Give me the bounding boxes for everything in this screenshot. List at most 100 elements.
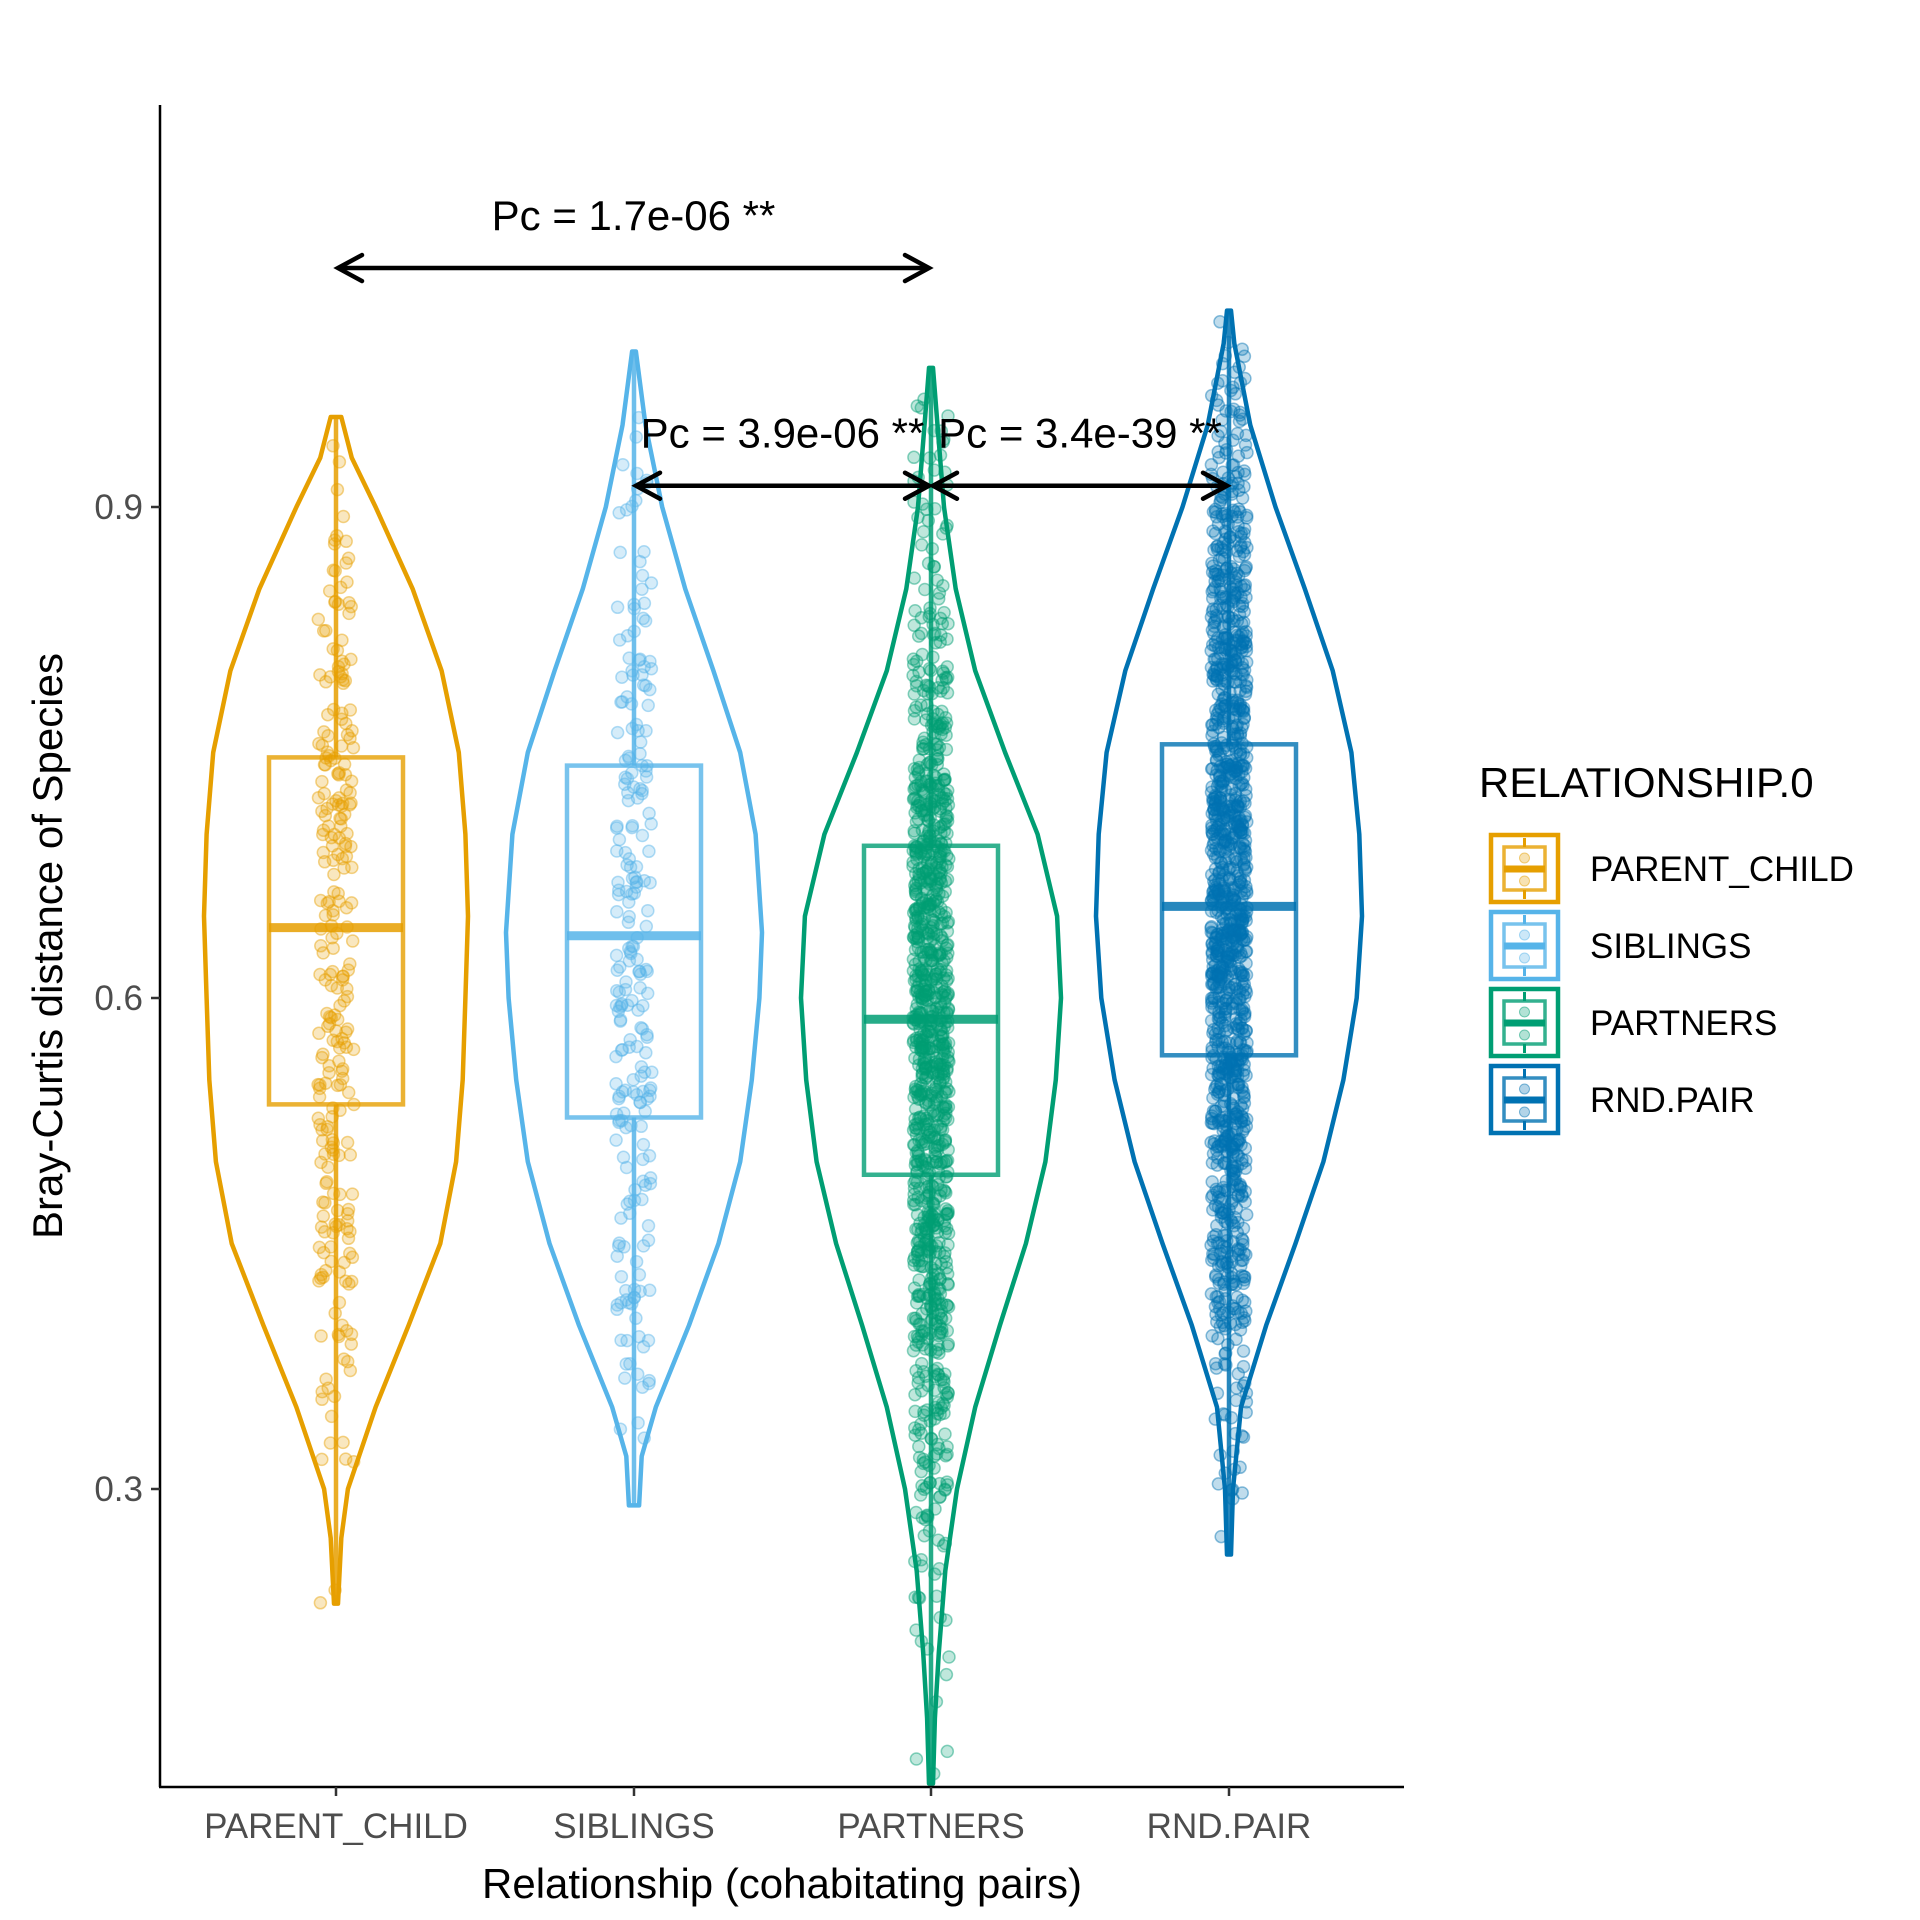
data-point [612, 1089, 626, 1104]
x-tick-label: SIBLINGS [553, 1807, 714, 1846]
data-point [611, 1239, 626, 1253]
data-point [930, 1085, 945, 1099]
data-point [911, 778, 925, 792]
data-point [1210, 744, 1225, 758]
data-point [911, 909, 925, 923]
data-point [612, 506, 626, 520]
data-point [909, 815, 924, 829]
data-point [339, 1040, 354, 1054]
data-point [1206, 559, 1220, 573]
data-point [915, 1253, 929, 1268]
data-point [912, 899, 927, 914]
data-point [939, 1387, 954, 1402]
data-point [636, 1174, 650, 1189]
data-point [1205, 728, 1219, 743]
data-point [933, 1489, 947, 1504]
data-point [345, 724, 359, 738]
data-point [936, 1539, 951, 1553]
data-point [621, 786, 635, 800]
data-point [612, 1091, 626, 1106]
data-point [908, 791, 923, 806]
data-point [316, 827, 330, 842]
data-point [911, 812, 926, 826]
data-point [940, 1440, 954, 1454]
significance-bracket: Pc = 3.4e-39 ** [928, 410, 1232, 501]
data-point [317, 786, 332, 801]
data-point [941, 946, 955, 961]
data-point [907, 687, 922, 701]
data-point [1236, 1344, 1251, 1358]
data-point [926, 1033, 940, 1048]
data-point [934, 866, 948, 880]
data-point [344, 774, 359, 788]
data-point [312, 736, 326, 751]
data-point [642, 1283, 657, 1298]
data-point [335, 1064, 349, 1078]
data-point [311, 1077, 325, 1092]
data-point [330, 1078, 345, 1093]
data-point [935, 1051, 950, 1065]
data-point [335, 851, 350, 866]
data-point [641, 698, 655, 713]
significance-annotations: Pc = 1.7e-06 ** Pc = 3.9e-06 ** Pc = 3.4e-… [333, 192, 1232, 501]
data-point [910, 984, 925, 998]
data-point [912, 1058, 926, 1072]
data-point [907, 704, 922, 718]
data-point [915, 923, 930, 937]
data-point [911, 1331, 926, 1346]
data-point [909, 700, 923, 714]
data-point [327, 885, 341, 899]
data-point [340, 728, 355, 742]
data-point [315, 804, 329, 819]
data-point [634, 1060, 649, 1074]
data-point [636, 678, 651, 692]
data-point [318, 1076, 333, 1090]
data-point [915, 647, 930, 662]
data-point [1216, 912, 1231, 926]
data-point [317, 757, 332, 772]
data-point [1229, 1393, 1243, 1408]
data-point [641, 1233, 656, 1248]
data-point [326, 908, 340, 922]
data-point [911, 911, 925, 925]
data-point [1213, 495, 1227, 510]
data-point [320, 1120, 335, 1134]
data-point [1238, 1195, 1252, 1209]
data-point [913, 1317, 928, 1331]
data-point [938, 995, 952, 1010]
data-point [934, 684, 948, 698]
data-point [934, 1029, 948, 1044]
data-point [325, 839, 340, 853]
data-point [937, 786, 951, 800]
data-point [907, 1090, 921, 1105]
data-point [314, 1267, 329, 1282]
data-point [1239, 1386, 1254, 1400]
data-point [625, 887, 639, 901]
data-point [334, 819, 348, 833]
data-point [341, 963, 356, 977]
data-point [910, 794, 925, 808]
legend-label: SIBLINGS [1590, 927, 1751, 966]
data-point [909, 881, 923, 895]
data-point [319, 1372, 333, 1386]
data-point [320, 1006, 334, 1021]
data-point [934, 1373, 948, 1387]
data-point [321, 1019, 335, 1034]
data-point [936, 817, 951, 832]
data-point [323, 967, 337, 982]
data-point [311, 612, 326, 627]
data-point [908, 884, 923, 899]
data-point [640, 1092, 655, 1106]
data-point [609, 1133, 623, 1147]
data-point [313, 893, 328, 908]
data-point [914, 1135, 929, 1150]
data-point [907, 1138, 922, 1152]
legend-item-partners: PARTNERS [1488, 986, 1777, 1059]
data-point [909, 1146, 924, 1160]
data-point [631, 1003, 645, 1017]
data-point [1209, 1032, 1224, 1047]
data-point [911, 1222, 925, 1237]
p-value-label: Pc = 1.7e-06 ** [492, 192, 776, 239]
data-point [937, 1375, 951, 1389]
data-point [911, 765, 926, 779]
